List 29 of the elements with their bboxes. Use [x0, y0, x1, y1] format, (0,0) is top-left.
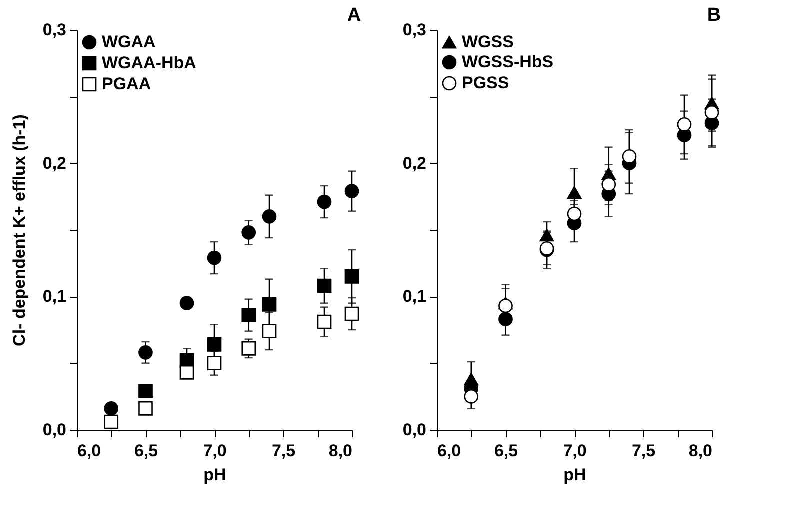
y-tick-label: 0,3 — [402, 20, 426, 40]
legend-label: PGAA — [102, 74, 152, 94]
x-tick-label: 6,5 — [134, 442, 158, 460]
legend-label: WGSS — [462, 32, 514, 52]
x-tick-label: 8,0 — [328, 442, 352, 460]
x-axis-title: pH — [204, 466, 226, 484]
y-tick-label: 0,0 — [402, 420, 426, 440]
legend-label: WGAA-HbA — [102, 54, 196, 72]
y-tick-label: 0,2 — [42, 154, 66, 173]
y-tick-label: 0,0 — [42, 420, 66, 440]
x-tick-label: 6,5 — [494, 442, 518, 460]
legend-label: PGSS — [462, 74, 510, 92]
x-tick-label: 6,0 — [438, 442, 462, 460]
x-tick-label: 6,0 — [78, 442, 102, 460]
y-tick-label: 0,2 — [402, 154, 426, 173]
y-tick-label: 0,3 — [42, 20, 66, 40]
y-tick-label: 0,1 — [42, 287, 66, 306]
legend-label: WGAA — [102, 32, 156, 52]
x-tick-label: 8,0 — [688, 442, 712, 460]
y-axis-title: Cl- dependent K+ efflux (h-1) — [10, 114, 29, 346]
y-tick-label: 0,1 — [402, 287, 426, 306]
x-tick-label: 7,0 — [563, 442, 587, 460]
x-tick-label: 7,5 — [272, 442, 296, 460]
legend-label: WGSS-HbS — [462, 52, 554, 72]
x-tick-label: 7,5 — [632, 442, 656, 460]
chart-title: B — [707, 5, 722, 26]
x-tick-label: 7,0 — [203, 442, 227, 460]
chart-title: A — [347, 5, 362, 26]
x-axis-title: pH — [564, 466, 586, 484]
